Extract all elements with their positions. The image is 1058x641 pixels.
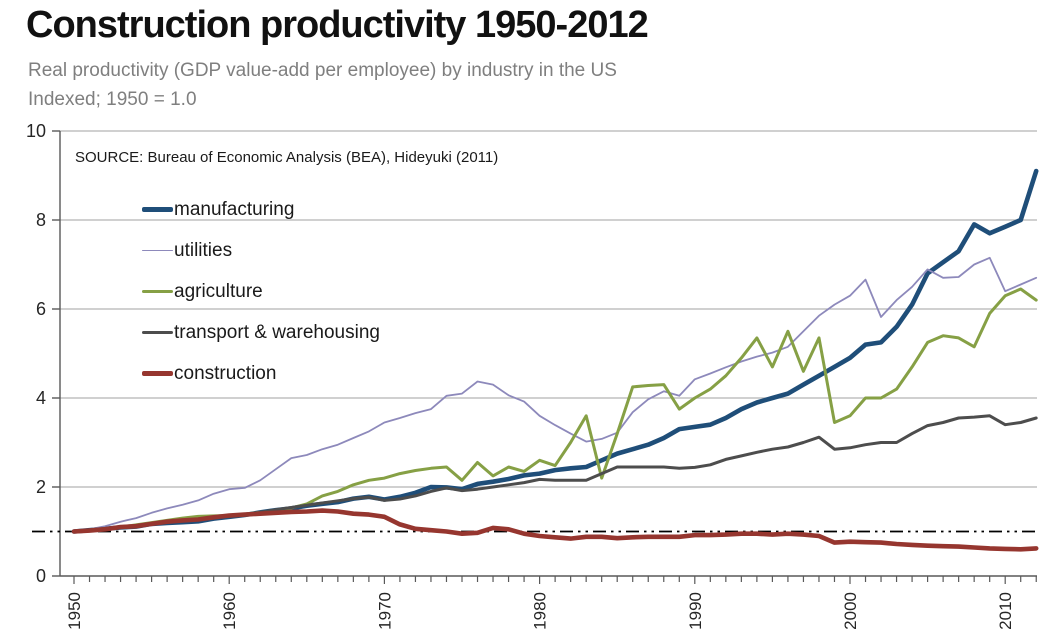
x-tick-label-1990: 1990: [686, 592, 705, 630]
chart-subtitle-line2: Indexed; 1950 = 1.0: [28, 89, 197, 110]
x-tick-label-2000: 2000: [841, 592, 860, 630]
legend-label: manufacturing: [174, 198, 295, 220]
legend-label: construction: [174, 362, 277, 384]
series-line-transport-warehousing: [72, 414, 1038, 533]
y-tick-label-8: 8: [36, 210, 46, 230]
x-tick-label-1950: 1950: [65, 592, 84, 630]
chart-legend: manufacturing utilities agriculture transpo…: [142, 189, 380, 394]
legend-line-sample: [142, 249, 173, 252]
legend-label: agriculture: [174, 280, 263, 302]
legend-item-utilities: utilities: [142, 230, 380, 271]
chart-subtitle-line1: Real productivity (GDP value-add per emp…: [28, 60, 617, 81]
legend-item-manufacturing: manufacturing: [142, 189, 380, 230]
legend-label: utilities: [174, 239, 233, 261]
legend-line-sample: [142, 290, 173, 293]
y-tick-label-6: 6: [36, 299, 46, 319]
x-tick-label-1960: 1960: [220, 592, 239, 630]
series-line-utilities: [73, 256, 1038, 533]
legend-line-sample: [142, 207, 173, 212]
page-title: Construction productivity 1950-2012: [26, 4, 649, 46]
legend-item-construction: construction: [142, 353, 380, 394]
legend-label: transport & warehousing: [174, 321, 380, 343]
legend-line-sample: [142, 331, 173, 334]
y-tick-label-0: 0: [36, 566, 46, 586]
y-tick-label-2: 2: [36, 477, 46, 497]
y-tick-label-10: 10: [26, 121, 46, 141]
y-tick-label-4: 4: [36, 388, 46, 408]
source-note: SOURCE: Bureau of Economic Analysis (BEA…: [75, 149, 499, 166]
legend-line-sample: [142, 371, 173, 376]
legend-item-transport-warehousing: transport & warehousing: [142, 312, 380, 353]
series-line-construction: [71, 508, 1039, 552]
x-tick-label-2010: 2010: [996, 592, 1015, 630]
legend-item-agriculture: agriculture: [142, 271, 380, 312]
x-tick-label-1970: 1970: [375, 592, 394, 630]
x-tick-label-1980: 1980: [531, 592, 550, 630]
